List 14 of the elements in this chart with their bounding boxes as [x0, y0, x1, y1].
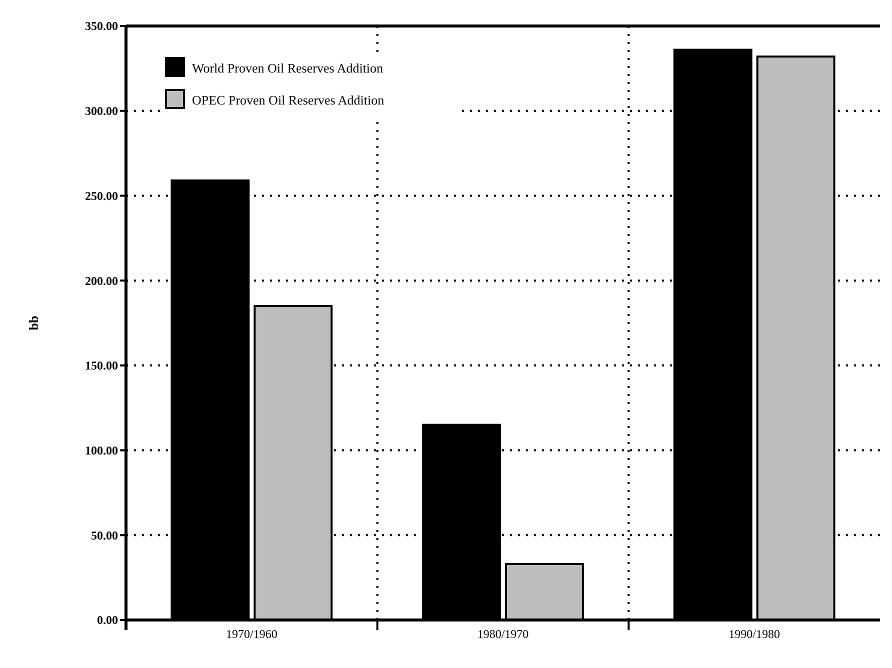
- y-tick-label: 300.00: [85, 104, 118, 118]
- y-tick-label: 0.00: [97, 613, 118, 628]
- legend-label: OPEC Proven Oil Reserves Addition: [192, 92, 385, 108]
- y-axis-title: bb: [26, 316, 41, 330]
- x-tick-label: 1990/1980: [728, 627, 780, 641]
- y-tick-label: 150.00: [85, 358, 118, 373]
- y-tick-label: 350.00: [85, 19, 118, 34]
- x-tick-label: 1970/1960: [226, 627, 278, 641]
- x-tick-label: 1980/1970: [477, 627, 529, 641]
- legend-label: World Proven Oil Reserves Addition: [192, 60, 384, 76]
- y-tick-label: 250.00: [85, 188, 118, 203]
- y-tick-label: 200.00: [85, 274, 118, 288]
- y-tick-label: 50.00: [91, 528, 118, 542]
- y-tick-label: 100.00: [85, 443, 118, 458]
